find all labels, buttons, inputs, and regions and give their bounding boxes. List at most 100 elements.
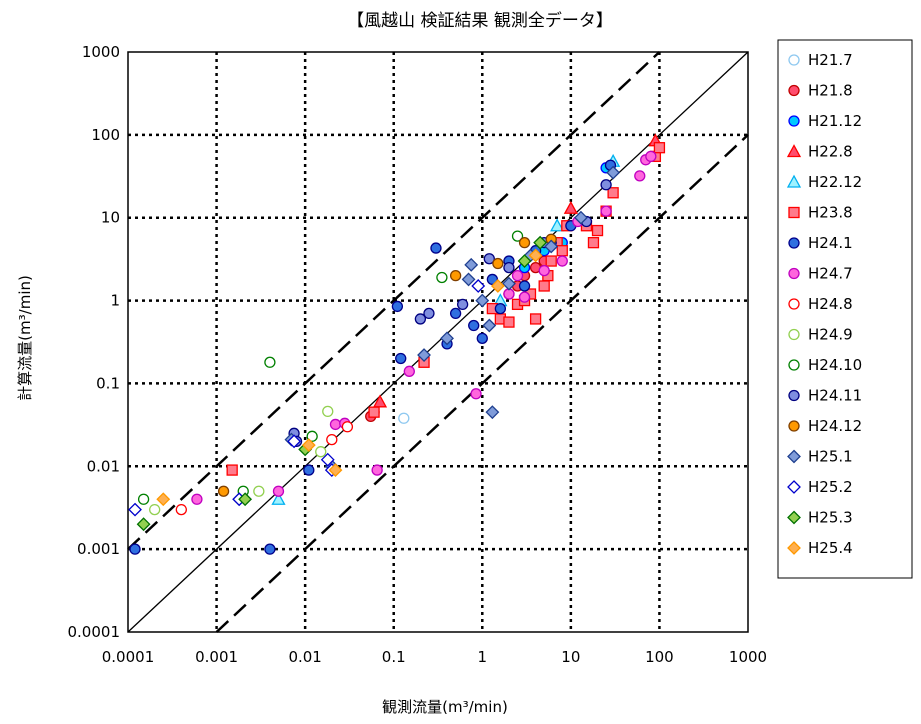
legend-label: H23.8 <box>808 204 853 222</box>
legend-marker <box>788 84 800 97</box>
legend-box <box>777 39 913 579</box>
data-point <box>518 237 531 249</box>
data-point <box>606 165 621 180</box>
reference-lines <box>127 51 749 633</box>
legend-label: H24.10 <box>808 356 862 374</box>
legend: H21.7 H21.8 H21.12 H22.8 H22.12 H23.8 H24.1 H24… <box>777 39 913 579</box>
lower-bound-line <box>215 133 749 633</box>
data-point <box>591 224 604 237</box>
data-point <box>287 434 301 449</box>
data-point <box>476 332 488 344</box>
data-point <box>550 218 565 232</box>
data-point <box>563 200 578 214</box>
data-point <box>538 280 550 292</box>
series-H25.4 <box>156 248 543 507</box>
legend-label: H22.8 <box>808 143 853 161</box>
data-point <box>391 300 404 313</box>
data-point <box>471 279 486 293</box>
data-point <box>272 485 285 497</box>
data-point <box>517 254 532 268</box>
series-H24.7 <box>191 150 657 505</box>
chart-title: 【風越山 検証結果 観測全データ】 <box>347 10 613 31</box>
data-point <box>329 418 342 431</box>
data-point <box>322 405 334 418</box>
series-H24.9 <box>149 405 334 516</box>
data-point <box>511 230 524 242</box>
legend-item: H25.4 <box>787 539 853 557</box>
data-point <box>574 210 588 225</box>
identity-line <box>127 51 749 633</box>
data-point <box>136 517 151 532</box>
legend-marker <box>787 541 801 555</box>
data-point <box>482 318 497 333</box>
x-tick-label: 10 <box>561 648 580 666</box>
data-point <box>556 245 568 257</box>
data-point <box>470 388 482 400</box>
legend-item: H22.12 <box>786 173 862 191</box>
y-tick-label: 0.001 <box>77 540 120 558</box>
legend-item: H24.8 <box>788 295 853 313</box>
data-point <box>264 543 276 555</box>
legend-marker <box>788 359 800 371</box>
data-point <box>414 313 427 325</box>
data-point <box>587 237 600 249</box>
legend-item: H25.3 <box>787 509 853 527</box>
y-tick-label: 100 <box>91 126 120 144</box>
data-point <box>502 276 516 291</box>
data-point <box>129 543 141 555</box>
legend-marker <box>788 389 800 402</box>
data-point <box>306 430 318 442</box>
legend-label: H24.12 <box>808 417 862 435</box>
legend-marker <box>788 298 800 310</box>
data-points <box>128 133 666 555</box>
legend-label: H24.7 <box>808 265 853 283</box>
data-point <box>483 253 495 265</box>
data-point <box>303 464 315 476</box>
legend-item: H21.12 <box>788 112 862 130</box>
data-point <box>475 293 490 308</box>
x-tick-label: 0.0001 <box>102 648 155 666</box>
x-tick-labels: 0.0001 0.001 0.01 0.1 1 10 100 1000 <box>102 648 767 666</box>
legend-item: H25.2 <box>787 478 853 496</box>
legend-label: H22.12 <box>808 173 862 191</box>
upper-bound-line <box>127 51 661 551</box>
data-point <box>371 464 383 476</box>
legend-label: H25.4 <box>808 539 853 557</box>
data-point <box>341 421 354 433</box>
legend-label: H21.12 <box>808 112 862 130</box>
legend-label: H24.11 <box>808 387 862 405</box>
y-tick-label: 0.1 <box>96 374 120 392</box>
data-point <box>545 255 557 267</box>
data-point <box>372 394 388 408</box>
data-point <box>538 264 550 277</box>
data-point <box>271 491 286 505</box>
data-point <box>456 298 469 311</box>
legend-item: H22.8 <box>786 143 853 161</box>
legend-marker <box>788 267 800 280</box>
data-point <box>528 248 543 263</box>
data-point <box>320 452 335 467</box>
legend-label: H24.1 <box>808 234 853 252</box>
x-tick-label: 0.001 <box>195 648 238 666</box>
data-point <box>486 273 499 286</box>
data-point <box>217 485 230 497</box>
series-H21.7 <box>398 412 410 424</box>
data-point <box>494 302 507 315</box>
data-point <box>449 269 462 282</box>
data-point <box>511 269 524 282</box>
data-point <box>128 502 142 517</box>
series-H24.8 <box>175 421 354 516</box>
data-point <box>490 279 505 293</box>
data-point <box>417 348 431 362</box>
data-point <box>449 307 462 320</box>
data-point <box>634 170 646 182</box>
y-tick-label: 1000 <box>82 43 120 61</box>
data-point <box>653 142 666 154</box>
data-point <box>315 446 327 458</box>
data-point <box>492 257 504 270</box>
data-point <box>301 438 316 453</box>
data-point <box>461 272 476 287</box>
legend-marker <box>788 420 800 432</box>
legend-label: H21.8 <box>808 82 853 100</box>
x-axis-label: 観測流量(m³/min) <box>382 698 508 716</box>
